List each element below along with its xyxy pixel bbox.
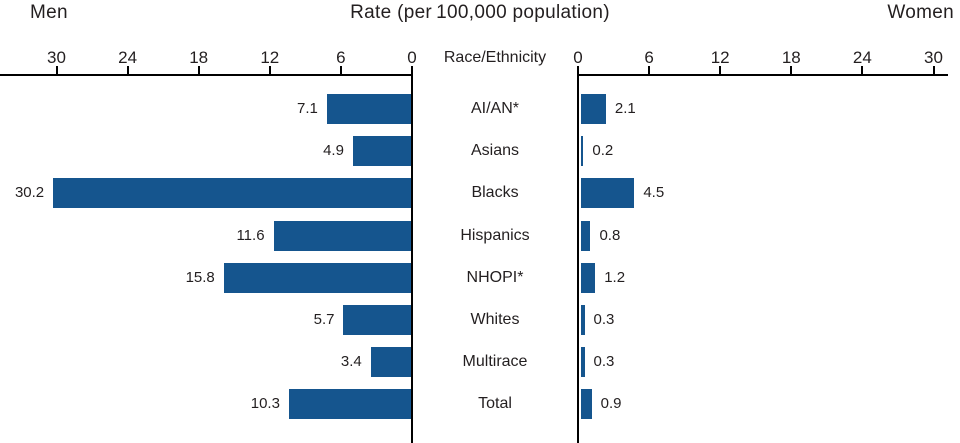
men-bar-value: 15.8 <box>185 269 215 286</box>
men-zero-axis-line <box>411 74 413 443</box>
women-bar-value: 4.5 <box>643 184 665 201</box>
category-label: Hispanics <box>460 227 530 244</box>
men-axis-line <box>0 74 413 76</box>
women-axis-tick-label: 24 <box>852 48 872 67</box>
women-axis-tick-label: 6 <box>644 48 654 67</box>
men-bar <box>343 305 411 335</box>
chart-title: Rate (per 100,000 population) <box>350 2 610 23</box>
women-bar <box>581 221 591 251</box>
women-axis-tick-label: 30 <box>924 48 943 67</box>
men-axis-tick <box>268 66 271 74</box>
men-bar-value: 3.4 <box>340 353 362 370</box>
men-bar <box>352 136 411 166</box>
women-axis-line <box>577 74 948 76</box>
men-bar-value: 5.7 <box>313 311 335 328</box>
men-bar-value: 11.6 <box>236 227 265 244</box>
category-label: Multirace <box>462 353 528 370</box>
men-axis-tick <box>339 66 342 74</box>
women-bar-value: 0.3 <box>593 311 615 328</box>
women-zero-axis-line <box>577 74 579 443</box>
women-bar <box>581 136 584 166</box>
category-label: NHOPI* <box>466 269 524 286</box>
women-bar <box>581 347 585 377</box>
men-bar <box>326 94 411 124</box>
women-bar <box>581 305 585 335</box>
women-bar-value: 1.2 <box>604 269 626 286</box>
women-axis-tick-label: 12 <box>710 48 730 67</box>
category-label: Blacks <box>471 184 519 201</box>
women-bar-value: 0.3 <box>593 353 615 370</box>
men-axis-tick-label: 0 <box>407 48 417 67</box>
women-axis-tick <box>648 66 651 74</box>
category-label: Asians <box>470 142 520 159</box>
category-label: Total <box>478 395 512 412</box>
men-bar <box>288 389 411 419</box>
men-axis-tick-label: 24 <box>118 48 138 67</box>
women-bar <box>581 94 606 124</box>
men-bar <box>53 178 411 208</box>
women-axis-title: Women <box>887 2 954 23</box>
women-bar-value: 0.2 <box>592 142 614 159</box>
men-axis-tick-label: 6 <box>336 48 346 67</box>
men-axis-tick <box>411 66 413 74</box>
men-bar-value: 7.1 <box>297 100 318 117</box>
women-axis-tick-label: 0 <box>573 48 583 67</box>
men-axis-title: Men <box>30 2 68 23</box>
women-bar-value: 0.9 <box>600 395 622 412</box>
race-ethnicity-axis-label: Race/Ethnicity <box>443 49 547 66</box>
men-axis-tick-label: 18 <box>189 48 209 67</box>
men-bar <box>223 263 411 293</box>
men-bar-value: 4.9 <box>323 142 344 159</box>
women-axis-tick <box>577 66 579 74</box>
women-axis-tick <box>790 66 793 74</box>
category-label: Whites <box>470 311 520 328</box>
women-axis-tick <box>861 66 864 74</box>
men-axis-tick <box>126 66 129 74</box>
men-bar-value: 30.2 <box>14 184 45 201</box>
women-bar-value: 0.8 <box>599 227 621 244</box>
category-label: AI/AN* <box>470 100 519 117</box>
men-axis-tick <box>197 66 200 74</box>
women-bar-value: 2.1 <box>614 100 636 117</box>
men-axis-tick-label: 30 <box>47 48 66 67</box>
men-axis-tick <box>55 66 58 74</box>
women-axis-tick-label: 18 <box>781 48 801 67</box>
women-axis-tick <box>719 66 722 74</box>
men-axis-tick-label: 12 <box>260 48 280 67</box>
women-axis-tick <box>932 66 935 74</box>
women-bar <box>581 178 635 208</box>
women-bar <box>581 263 596 293</box>
men-bar <box>370 347 411 377</box>
men-bar-value: 10.3 <box>250 395 280 412</box>
men-bar <box>273 221 411 251</box>
women-bar <box>581 389 592 419</box>
